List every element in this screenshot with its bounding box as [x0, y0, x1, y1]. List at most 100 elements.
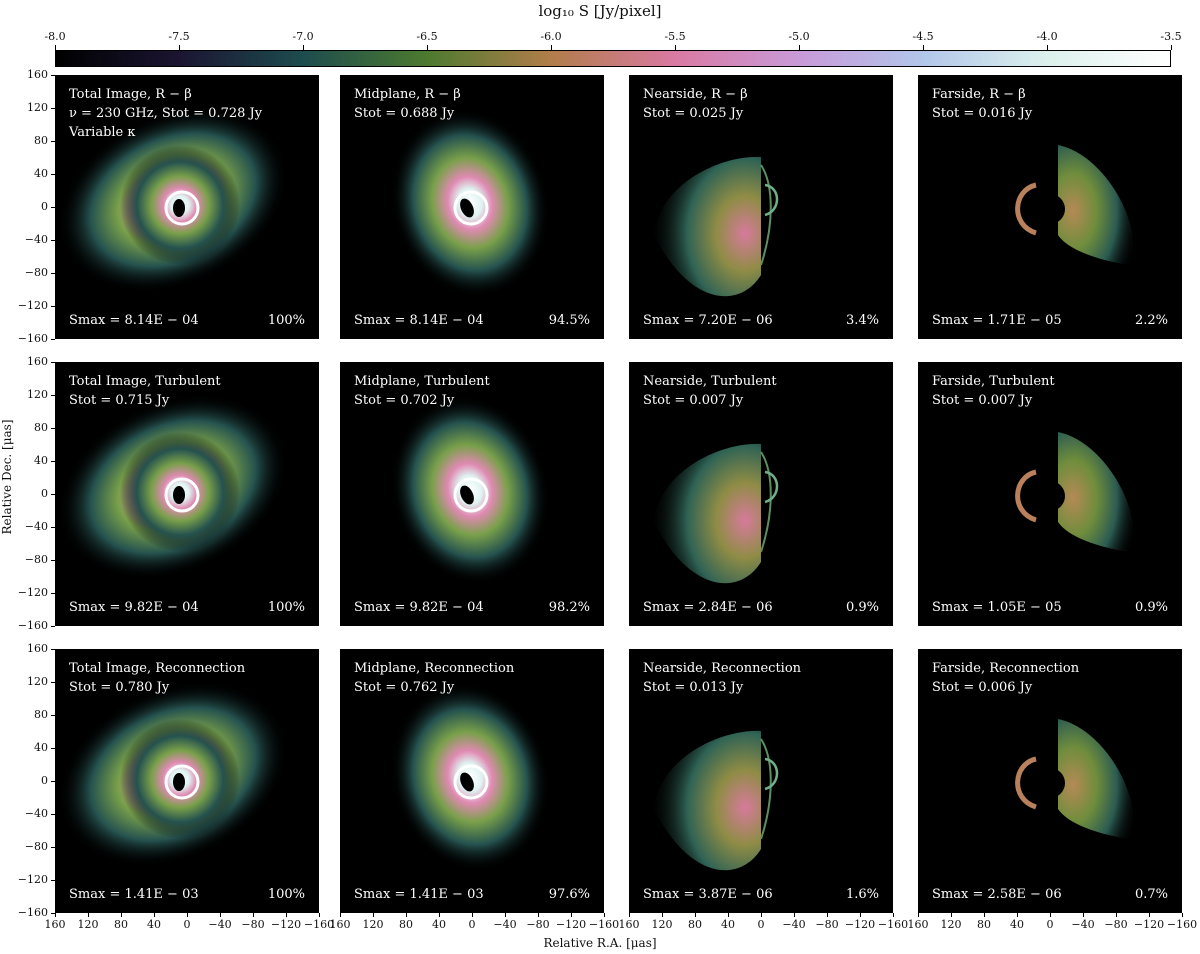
- panel-annotation: Stot = 0.780 Jy: [69, 680, 170, 695]
- y-tick: [51, 494, 55, 495]
- y-tick-label: 160: [27, 642, 48, 655]
- y-tick: [51, 593, 55, 594]
- x-tick: [1149, 913, 1150, 917]
- y-tick: [51, 814, 55, 815]
- panel-annotation: Stot = 0.762 Jy: [354, 680, 455, 695]
- x-tick: [571, 913, 572, 917]
- y-tick: [51, 207, 55, 208]
- x-tick-label: 40: [147, 918, 161, 931]
- x-tick: [439, 913, 440, 917]
- x-tick: [629, 913, 630, 917]
- colorbar-tick: [1171, 45, 1172, 50]
- emission-image: [58, 107, 288, 293]
- y-tick-label: −120: [17, 299, 48, 312]
- x-tick: [827, 913, 828, 917]
- panel-annotation: Variable κ: [69, 125, 136, 140]
- x-tick-label: −120: [1133, 918, 1165, 931]
- y-tick: [51, 748, 55, 749]
- y-tick-label: −120: [17, 586, 48, 599]
- x-tick: [728, 913, 729, 917]
- y-tick-label: −160: [17, 906, 48, 919]
- y-tick-label: 0: [41, 774, 48, 787]
- image-panel: Midplane, Reconnection Stot = 0.762 Jy Sma…: [340, 649, 604, 913]
- colorbar-tick-label: -7.0: [292, 30, 314, 43]
- x-tick: [55, 913, 56, 917]
- flux-percent-label: 0.7%: [1134, 887, 1168, 902]
- colorbar-tick-label: -4.0: [1036, 30, 1058, 43]
- panel-annotation: Stot = 0.715 Jy: [69, 393, 170, 408]
- y-tick: [51, 781, 55, 782]
- image-panel: Nearside, Turbulent Stot = 0.007 Jy Smax =…: [629, 362, 893, 626]
- panel-title: Total Image, Reconnection: [69, 661, 246, 676]
- smax-label: Smax = 1.41E − 03: [354, 887, 484, 902]
- y-tick: [51, 273, 55, 274]
- colorbar-tick: [675, 45, 676, 50]
- smax-label: Smax = 8.14E − 04: [69, 313, 199, 328]
- flux-percent-label: 0.9%: [845, 600, 879, 615]
- x-tick: [253, 913, 254, 917]
- y-tick: [51, 75, 55, 76]
- x-tick: [340, 913, 341, 917]
- x-tick-label: −80: [815, 918, 839, 931]
- x-tick: [187, 913, 188, 917]
- panel-annotation: ν = 230 GHz, Stot = 0.728 Jy: [69, 106, 263, 121]
- x-tick-label: 160: [618, 918, 640, 931]
- colorbar-tick-label: -7.5: [168, 30, 190, 43]
- x-tick: [761, 913, 762, 917]
- y-tick-label: −120: [17, 873, 48, 886]
- y-tick-label: −80: [24, 266, 48, 279]
- y-tick: [51, 339, 55, 340]
- y-tick: [51, 141, 55, 142]
- colorbar-tick: [1047, 45, 1048, 50]
- y-tick: [51, 649, 55, 650]
- colorbar-tick-label: -4.5: [912, 30, 934, 43]
- panel-title: Farside, Turbulent: [932, 374, 1055, 389]
- colorbar-tick: [923, 45, 924, 50]
- y-tick: [51, 395, 55, 396]
- smax-label: Smax = 9.82E − 04: [354, 600, 484, 615]
- x-tick: [1116, 913, 1117, 917]
- y-tick: [51, 240, 55, 241]
- x-tick: [1182, 913, 1183, 917]
- colorbar-tick-label: -5.5: [664, 30, 686, 43]
- y-tick: [51, 306, 55, 307]
- x-tick-label: −160: [877, 918, 909, 931]
- image-panel: Farside, R − β Stot = 0.016 Jy Smax = 1.71…: [918, 75, 1182, 339]
- x-tick: [538, 913, 539, 917]
- x-tick: [154, 913, 155, 917]
- emission-image: [390, 109, 550, 297]
- flux-percent-label: 97.6%: [548, 887, 590, 902]
- panel-annotation: Stot = 0.702 Jy: [354, 393, 455, 408]
- colorbar-tick: [55, 45, 56, 50]
- x-tick: [893, 913, 894, 917]
- panel-title: Total Image, R − β: [69, 87, 192, 102]
- x-tick-label: 80: [399, 918, 413, 931]
- x-tick-label: 0: [1046, 918, 1054, 931]
- flux-percent-label: 100%: [267, 600, 305, 615]
- flux-percent-label: 3.4%: [845, 313, 879, 328]
- x-tick: [505, 913, 506, 917]
- smax-label: Smax = 7.20E − 06: [643, 313, 773, 328]
- y-tick-label: 120: [27, 388, 48, 401]
- panel-title: Farside, R − β: [932, 87, 1026, 102]
- y-tick: [51, 108, 55, 109]
- y-tick-label: −160: [17, 619, 48, 632]
- y-tick-label: 160: [27, 355, 48, 368]
- x-tick-label: −120: [270, 918, 302, 931]
- panel-title: Nearside, Turbulent: [643, 374, 777, 389]
- flux-percent-label: 100%: [267, 887, 305, 902]
- panel-annotation: Stot = 0.016 Jy: [932, 106, 1033, 121]
- image-panel: Total Image, R − β ν = 230 GHz, Stot = 0.…: [55, 75, 319, 339]
- colorbar-tick: [303, 45, 304, 50]
- y-tick: [51, 560, 55, 561]
- x-tick-label: −160: [1166, 918, 1198, 931]
- y-tick: [51, 913, 55, 914]
- flux-percent-label: 2.2%: [1134, 313, 1168, 328]
- image-panel: Farside, Turbulent Stot = 0.007 Jy Smax = …: [918, 362, 1182, 626]
- x-tick: [1050, 913, 1051, 917]
- x-tick: [121, 913, 122, 917]
- x-tick-label: 80: [688, 918, 702, 931]
- x-tick: [373, 913, 374, 917]
- x-tick-label: 120: [77, 918, 99, 931]
